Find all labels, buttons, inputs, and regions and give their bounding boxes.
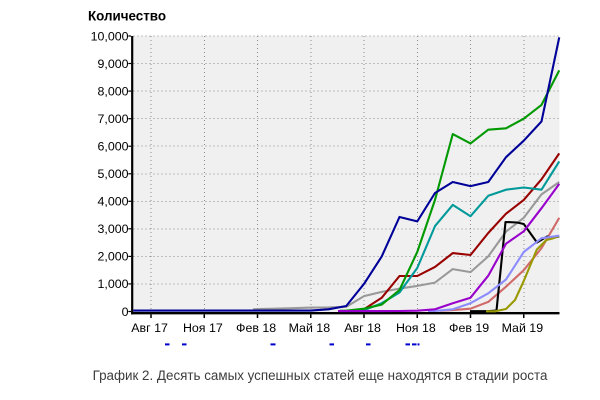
- svg-text:Май 19: Май 19: [502, 321, 544, 335]
- svg-text:Май 18: Май 18: [289, 321, 331, 335]
- svg-text:7,000: 7,000: [97, 112, 128, 126]
- svg-text:Авг 18: Авг 18: [344, 321, 381, 335]
- svg-text:Ноя 18: Ноя 18: [396, 321, 436, 335]
- svg-text:Количество: Количество: [88, 8, 166, 23]
- svg-text:2,000: 2,000: [97, 250, 128, 264]
- svg-text:График 2. Десять самых успешны: График 2. Десять самых успешных статей е…: [93, 368, 548, 383]
- svg-text:9,000: 9,000: [97, 57, 128, 71]
- svg-text:Авг 17: Авг 17: [131, 321, 168, 335]
- svg-text:5,000: 5,000: [97, 167, 128, 181]
- svg-text:Фев 18: Фев 18: [236, 321, 276, 335]
- svg-text:0: 0: [122, 305, 129, 319]
- svg-text:6,000: 6,000: [97, 140, 128, 154]
- svg-text:1,000: 1,000: [97, 277, 128, 291]
- svg-text:Фев 19: Фев 19: [449, 321, 489, 335]
- svg-text:3,000: 3,000: [97, 222, 128, 236]
- svg-text:Ноя 17: Ноя 17: [183, 321, 223, 335]
- svg-text:10,000: 10,000: [91, 29, 129, 43]
- svg-text:4,000: 4,000: [97, 195, 128, 209]
- svg-text:8,000: 8,000: [97, 84, 128, 98]
